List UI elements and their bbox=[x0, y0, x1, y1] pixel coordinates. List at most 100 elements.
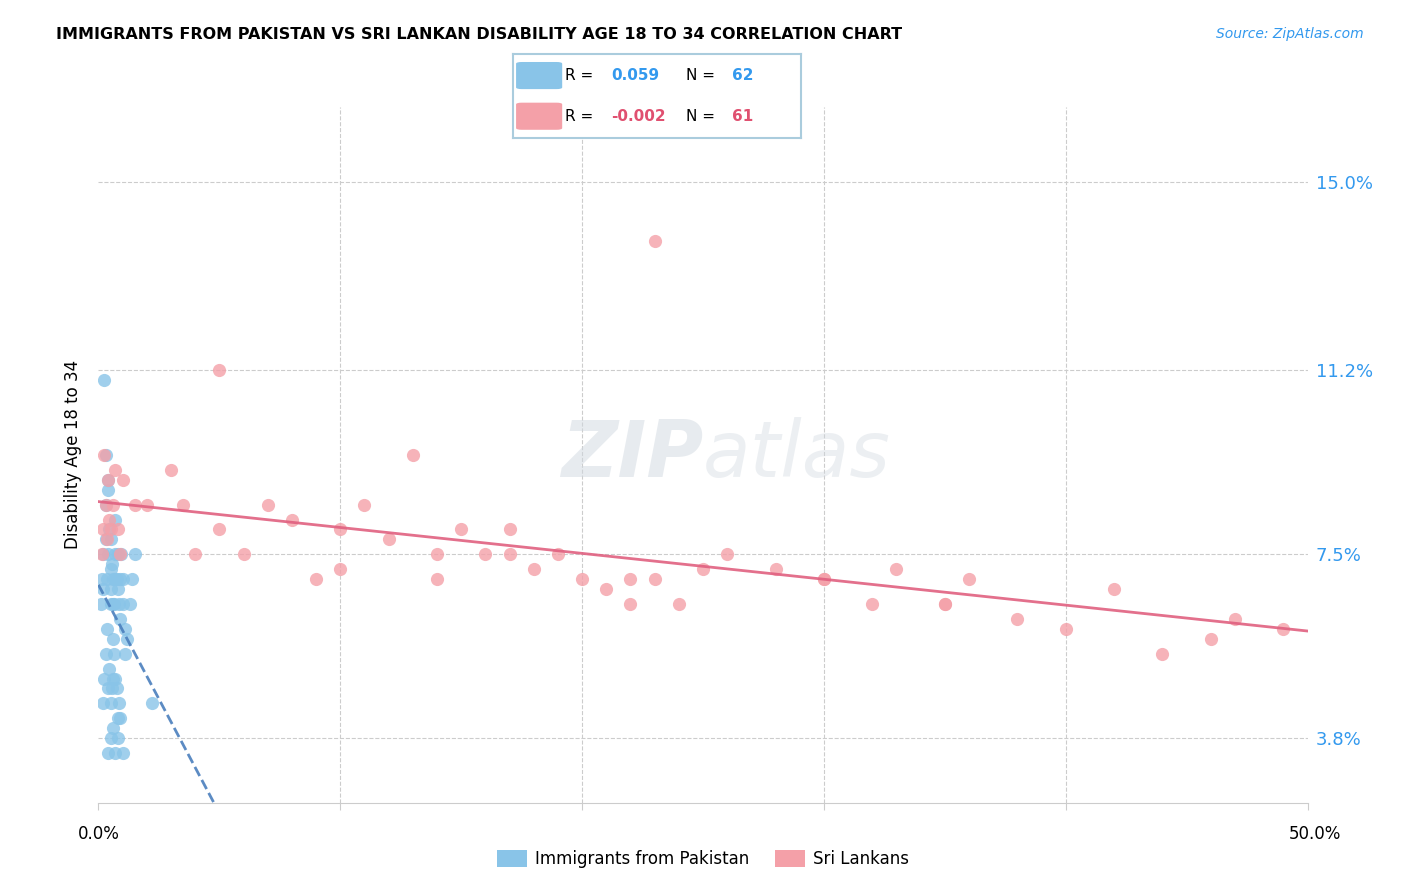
Point bbox=[100, 681, 122, 696]
Text: ZIP: ZIP bbox=[561, 417, 703, 493]
Point bbox=[644, 572, 666, 586]
Point bbox=[619, 572, 641, 586]
Point bbox=[135, 498, 157, 512]
Point bbox=[90, 597, 112, 611]
Point bbox=[124, 498, 146, 512]
Point bbox=[107, 582, 129, 596]
Point bbox=[184, 547, 207, 561]
Point bbox=[94, 498, 117, 512]
Text: 50.0%: 50.0% bbox=[1288, 825, 1341, 843]
Point bbox=[160, 463, 183, 477]
Point bbox=[103, 597, 125, 611]
Point bbox=[208, 363, 231, 377]
Point bbox=[114, 647, 136, 661]
Point bbox=[208, 523, 231, 537]
Point bbox=[100, 597, 122, 611]
Point bbox=[100, 558, 122, 572]
Point bbox=[97, 473, 120, 487]
Text: N =: N = bbox=[686, 109, 716, 124]
Point bbox=[886, 562, 908, 576]
Point bbox=[107, 523, 129, 537]
Point bbox=[101, 597, 124, 611]
Point bbox=[107, 711, 129, 725]
Point bbox=[1102, 582, 1125, 596]
Point bbox=[860, 597, 883, 611]
Point bbox=[108, 697, 131, 711]
Point bbox=[98, 512, 121, 526]
Text: 0.0%: 0.0% bbox=[77, 825, 120, 843]
Point bbox=[104, 672, 127, 686]
Point bbox=[101, 672, 124, 686]
Point bbox=[105, 681, 128, 696]
Point bbox=[103, 647, 125, 661]
Point bbox=[100, 582, 122, 596]
Point bbox=[101, 572, 124, 586]
Point bbox=[108, 711, 131, 725]
Point bbox=[111, 746, 134, 760]
Point bbox=[100, 523, 122, 537]
Point bbox=[256, 498, 278, 512]
Point bbox=[100, 697, 122, 711]
Point bbox=[97, 473, 120, 487]
Point bbox=[104, 463, 127, 477]
Point bbox=[100, 533, 122, 547]
Point bbox=[108, 597, 131, 611]
Point bbox=[107, 731, 129, 746]
Point bbox=[595, 582, 617, 596]
Point bbox=[498, 523, 520, 537]
Point bbox=[117, 632, 139, 646]
Point bbox=[104, 512, 127, 526]
Point bbox=[644, 234, 666, 248]
Point bbox=[104, 746, 127, 760]
Point bbox=[474, 547, 496, 561]
Point bbox=[91, 572, 114, 586]
Point bbox=[104, 547, 127, 561]
Point bbox=[498, 547, 520, 561]
Point bbox=[353, 498, 375, 512]
Point bbox=[91, 582, 114, 596]
Point bbox=[98, 523, 121, 537]
FancyBboxPatch shape bbox=[516, 62, 562, 89]
Point bbox=[97, 681, 120, 696]
Point bbox=[97, 483, 120, 497]
Point bbox=[94, 647, 117, 661]
Point bbox=[111, 473, 134, 487]
Point bbox=[547, 547, 569, 561]
Point bbox=[104, 572, 127, 586]
Point bbox=[141, 697, 163, 711]
Point bbox=[108, 572, 131, 586]
Point bbox=[108, 547, 131, 561]
Point bbox=[101, 721, 124, 735]
Point bbox=[93, 448, 115, 462]
Point bbox=[813, 572, 835, 586]
Point bbox=[97, 547, 120, 561]
Point bbox=[329, 523, 352, 537]
Point bbox=[98, 662, 121, 676]
Point bbox=[110, 547, 132, 561]
Point bbox=[957, 572, 980, 586]
Point bbox=[108, 612, 131, 626]
Point bbox=[172, 498, 194, 512]
Point bbox=[94, 448, 117, 462]
Point bbox=[105, 572, 128, 586]
Point bbox=[107, 547, 129, 561]
Text: atlas: atlas bbox=[703, 417, 891, 493]
Point bbox=[91, 697, 114, 711]
Point bbox=[668, 597, 690, 611]
Point bbox=[94, 533, 117, 547]
Point bbox=[523, 562, 546, 576]
FancyBboxPatch shape bbox=[516, 103, 562, 130]
Point bbox=[305, 572, 328, 586]
Point bbox=[93, 373, 115, 387]
Point bbox=[934, 597, 956, 611]
Point bbox=[692, 562, 714, 576]
Point bbox=[765, 562, 787, 576]
Point bbox=[91, 547, 114, 561]
Point bbox=[1007, 612, 1029, 626]
Y-axis label: Disability Age 18 to 34: Disability Age 18 to 34 bbox=[65, 360, 83, 549]
Point bbox=[100, 731, 122, 746]
Point bbox=[111, 572, 134, 586]
Point bbox=[91, 523, 114, 537]
Point bbox=[281, 512, 304, 526]
Text: -0.002: -0.002 bbox=[612, 109, 666, 124]
